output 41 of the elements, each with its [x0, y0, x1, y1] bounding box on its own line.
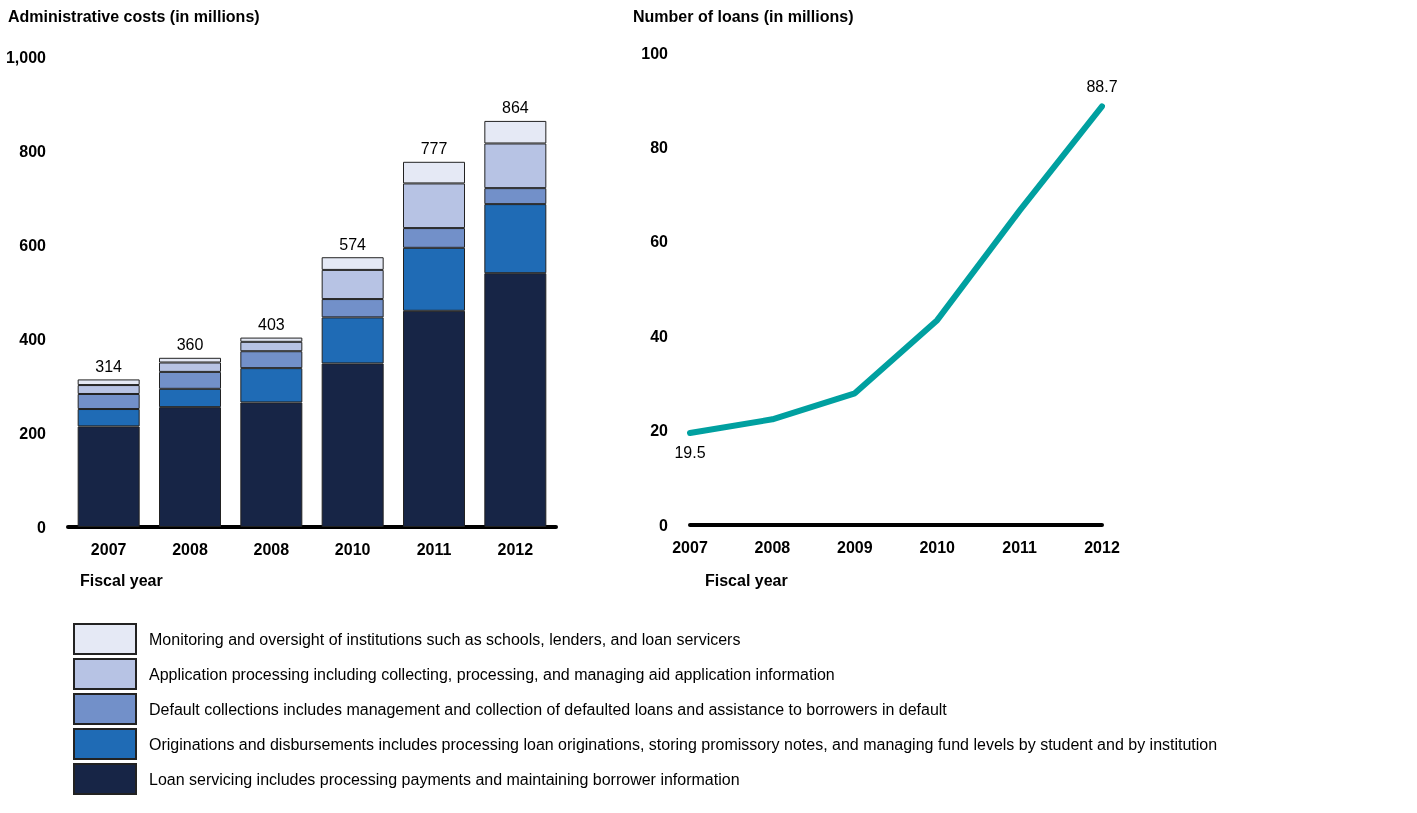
x-tick-label: 2010 — [334, 540, 371, 558]
total-label: 403 — [257, 316, 285, 334]
total-label: 314 — [95, 357, 123, 375]
x-tick-label: 2008 — [172, 540, 208, 558]
data-label: 19.5 — [674, 444, 706, 462]
y-tick-label: 60 — [650, 233, 669, 251]
y-tick-label: 400 — [19, 330, 47, 348]
y-tick-label: 40 — [650, 327, 669, 345]
data-label: 88.7 — [1086, 77, 1118, 95]
x-tick-label: 2010 — [919, 538, 956, 556]
legend-label: Default collections includes management and collection of defaulted loans and assistance to borrowers in default — [149, 700, 948, 718]
x-axis-title: Fiscal year — [705, 571, 788, 589]
y-tick-label: 800 — [19, 142, 47, 160]
x-tick-label: 2007 — [90, 540, 127, 558]
y-tick-label: 100 — [641, 44, 669, 62]
x-tick-label: 2008 — [754, 538, 791, 556]
total-label: 360 — [176, 336, 204, 354]
y-tick-label: 200 — [19, 424, 47, 442]
total-label: 574 — [339, 235, 367, 253]
x-tick-label: 2008 — [253, 540, 290, 558]
x-tick-label: 2011 — [1002, 538, 1038, 556]
y-tick-label: 0 — [659, 516, 669, 534]
y-tick-label: 1,000 — [5, 48, 47, 66]
legend-label: Application processing including collecting, processing, and managing aid application information — [149, 665, 835, 683]
total-label: 777 — [420, 140, 448, 158]
legend-label: Monitoring and oversight of institutions such as schools, lenders, and loan servicers — [149, 630, 741, 648]
y-tick-label: 0 — [37, 518, 47, 536]
legend-label: Originations and disbursements includes processing loan originations, storing promissory notes, and managing fund levels by student and by institution — [149, 735, 1218, 753]
x-tick-label: 2011 — [416, 540, 452, 558]
x-axis-title: Fiscal year — [80, 571, 163, 589]
chart-title: Administrative costs (in millions) — [8, 7, 260, 25]
x-tick-label: 2012 — [1084, 538, 1120, 556]
y-tick-label: 20 — [650, 422, 669, 440]
total-label: 864 — [501, 99, 529, 117]
x-tick-label: 2009 — [837, 538, 873, 556]
y-tick-label: 600 — [19, 236, 47, 254]
x-tick-label: 2012 — [497, 540, 534, 558]
y-tick-label: 80 — [650, 138, 669, 156]
legend-label: Loan servicing includes processing payments and maintaining borrower information — [149, 770, 740, 788]
chart-title: Number of loans (in millions) — [633, 7, 854, 25]
x-tick-label: 2007 — [672, 538, 708, 556]
